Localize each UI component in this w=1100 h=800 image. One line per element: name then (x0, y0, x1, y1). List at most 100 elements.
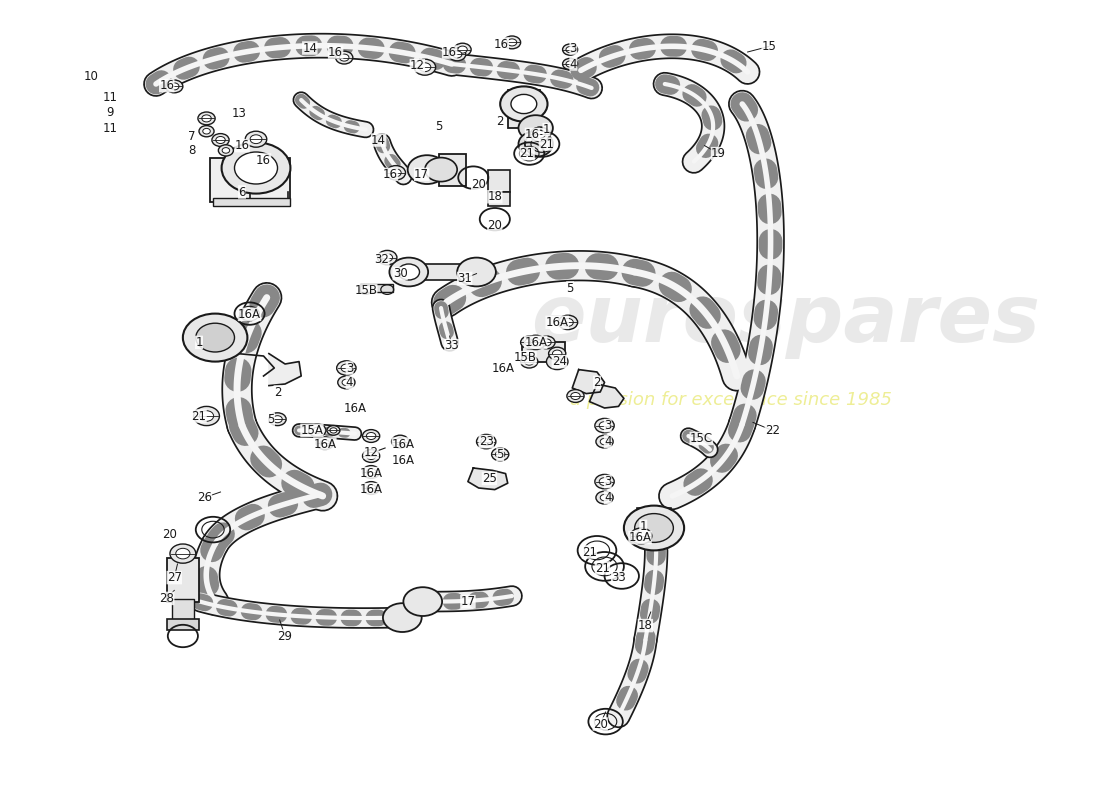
Circle shape (454, 43, 471, 56)
Text: 24: 24 (552, 355, 567, 368)
Text: 32: 32 (374, 253, 389, 266)
Circle shape (340, 54, 349, 61)
Circle shape (366, 433, 376, 439)
Text: 16: 16 (494, 38, 509, 50)
Circle shape (216, 137, 225, 143)
Circle shape (595, 474, 614, 489)
Text: 3: 3 (604, 475, 612, 488)
Circle shape (382, 254, 393, 262)
Circle shape (170, 544, 196, 563)
Text: 17: 17 (415, 168, 429, 181)
Circle shape (268, 413, 286, 426)
Circle shape (250, 135, 262, 144)
Circle shape (363, 450, 379, 462)
Circle shape (320, 440, 330, 446)
Text: 16: 16 (256, 154, 271, 166)
Text: 21: 21 (191, 410, 207, 422)
Text: 29: 29 (277, 630, 293, 642)
Circle shape (531, 127, 549, 140)
Text: 16: 16 (525, 128, 540, 141)
Text: 16: 16 (442, 46, 458, 58)
Circle shape (419, 62, 431, 71)
Text: 16A: 16A (492, 362, 515, 374)
Circle shape (562, 44, 578, 55)
Text: 20: 20 (487, 219, 503, 232)
Circle shape (366, 485, 376, 491)
Circle shape (566, 46, 574, 53)
Circle shape (635, 514, 673, 542)
Circle shape (395, 438, 405, 445)
Text: 4: 4 (604, 435, 612, 448)
Circle shape (458, 46, 468, 53)
Circle shape (458, 258, 496, 286)
Circle shape (535, 130, 546, 138)
Bar (213, 198, 290, 206)
Text: 5: 5 (496, 448, 504, 461)
Circle shape (314, 427, 321, 434)
Circle shape (566, 390, 584, 402)
Text: 2: 2 (593, 376, 601, 389)
Bar (488, 192, 510, 206)
Circle shape (630, 528, 652, 544)
Circle shape (201, 115, 211, 122)
Circle shape (481, 438, 492, 446)
Text: 12: 12 (410, 59, 425, 72)
Text: 11: 11 (102, 122, 118, 134)
Circle shape (425, 158, 458, 182)
Text: 13: 13 (231, 107, 246, 120)
Text: 3: 3 (604, 419, 612, 432)
Circle shape (341, 364, 352, 372)
Circle shape (234, 152, 277, 184)
Circle shape (390, 169, 402, 177)
Text: 15A: 15A (300, 424, 323, 437)
Circle shape (562, 318, 573, 326)
Circle shape (386, 166, 406, 180)
Text: 2: 2 (274, 386, 282, 398)
Circle shape (520, 355, 538, 368)
Circle shape (510, 94, 537, 114)
Text: 21: 21 (582, 546, 597, 558)
Text: 20: 20 (471, 178, 486, 190)
Circle shape (337, 361, 356, 375)
Circle shape (194, 406, 219, 426)
Text: 28: 28 (160, 592, 174, 605)
Circle shape (366, 453, 376, 459)
Text: 15: 15 (761, 40, 777, 53)
Text: 16A: 16A (392, 454, 415, 466)
Text: 16A: 16A (546, 316, 569, 329)
Circle shape (363, 466, 379, 478)
Text: 21: 21 (519, 147, 535, 160)
Text: 3: 3 (570, 42, 578, 54)
Circle shape (601, 438, 608, 445)
Text: 16A: 16A (628, 531, 651, 544)
Circle shape (245, 131, 267, 147)
Circle shape (600, 422, 609, 430)
Circle shape (366, 469, 376, 475)
Circle shape (169, 83, 179, 90)
Circle shape (449, 48, 465, 61)
Circle shape (336, 51, 353, 64)
Bar (488, 170, 510, 192)
Text: 16: 16 (383, 168, 398, 181)
Circle shape (198, 112, 216, 125)
Text: 33: 33 (444, 339, 459, 352)
Text: 9: 9 (106, 106, 113, 118)
Text: 26: 26 (197, 491, 212, 504)
Text: 12: 12 (364, 446, 378, 458)
Circle shape (624, 506, 684, 550)
Text: 10: 10 (84, 70, 99, 82)
Circle shape (596, 491, 613, 504)
Circle shape (196, 323, 234, 352)
Circle shape (538, 336, 556, 349)
Circle shape (541, 339, 551, 346)
Text: 25: 25 (482, 472, 497, 485)
Text: 14: 14 (371, 134, 386, 146)
Text: 2: 2 (496, 115, 504, 128)
Circle shape (273, 416, 283, 422)
Text: 30: 30 (393, 267, 407, 280)
Circle shape (377, 250, 397, 265)
Text: 1: 1 (195, 336, 202, 349)
Circle shape (199, 126, 214, 137)
Text: 16A: 16A (360, 483, 383, 496)
Circle shape (595, 418, 614, 433)
